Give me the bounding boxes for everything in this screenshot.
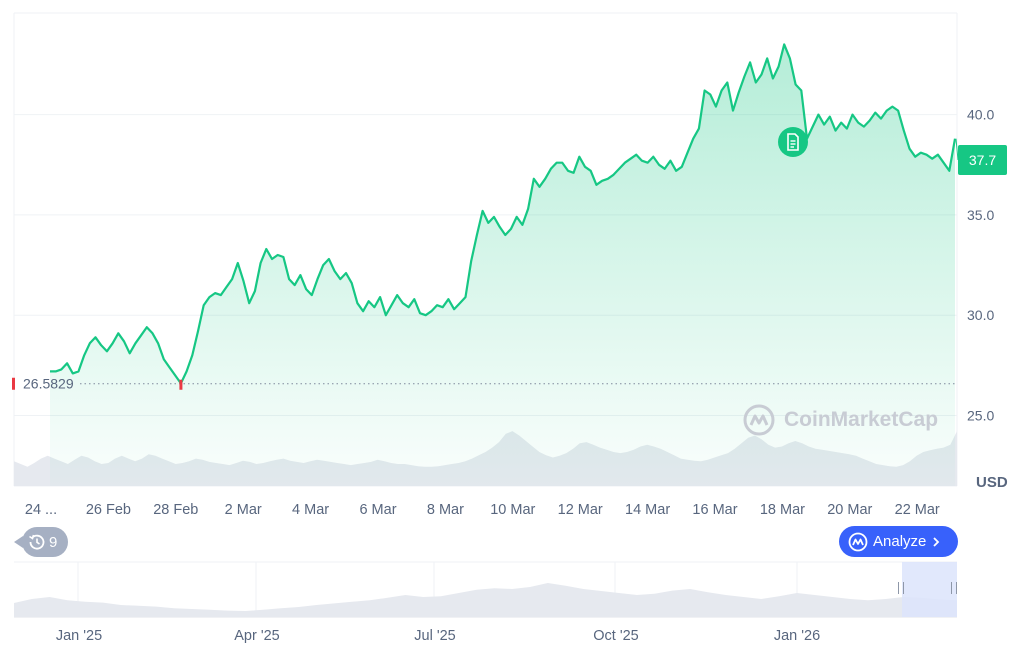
- navigator-tick-label: Jul '25: [414, 628, 455, 644]
- y-tick-label: 25.0: [967, 408, 994, 424]
- news-marker[interactable]: [778, 127, 808, 157]
- x-tick-label: 20 Mar: [827, 502, 872, 518]
- navigator-tick-label: Apr '25: [234, 628, 280, 644]
- watermark: CoinMarketCap: [742, 402, 938, 438]
- low-price-marker: [12, 377, 15, 390]
- coinmarketcap-logo-icon: [848, 532, 868, 551]
- navigator-area: [14, 583, 957, 617]
- last-price-connector: [955, 138, 959, 161]
- y-tick-label: 30.0: [967, 307, 994, 323]
- navigator-handle-left[interactable]: [898, 582, 904, 594]
- navigator-handle-right[interactable]: [951, 582, 957, 594]
- x-axis: 24 ... 26 Feb 28 Feb 2 Mar 4 Mar 6 Mar 8 Mar 10…: [25, 502, 940, 518]
- navigator-selection: [902, 562, 957, 617]
- price-line: [50, 43, 957, 385]
- last-price-badge: 37.7: [958, 145, 1007, 175]
- x-tick-label: 2 Mar: [225, 502, 262, 518]
- chevron-right-icon: [933, 536, 940, 547]
- y-axis: 40.0 35.0 30.0 25.0: [967, 107, 994, 424]
- low-price-label: 26.5829: [23, 376, 74, 392]
- navigator-tick-label: Jan '26: [774, 628, 820, 644]
- x-tick-label: 24 ...: [25, 502, 57, 518]
- y-tick-label: 35.0: [967, 207, 994, 223]
- x-tick-label: 22 Mar: [895, 502, 940, 518]
- history-icon: [29, 534, 45, 550]
- history-alerts-button[interactable]: 9: [14, 527, 68, 557]
- x-tick-label: 26 Feb: [86, 502, 131, 518]
- low-point-marker: [179, 379, 183, 390]
- watermark-text: CoinMarketCap: [784, 408, 939, 431]
- x-tick-label: 14 Mar: [625, 502, 670, 518]
- document-icon: [787, 133, 799, 151]
- alerts-count: 9: [49, 533, 58, 551]
- navigator-tick-label: Jan '25: [56, 628, 102, 644]
- price-area-fill: [50, 44, 955, 487]
- range-navigator[interactable]: Jan '25 Apr '25 Jul '25 Oct '25 Jan '26: [14, 561, 957, 644]
- analyze-label: Analyze: [873, 533, 927, 550]
- x-tick-label: 16 Mar: [692, 502, 737, 518]
- coinmarketcap-logo-icon: [743, 404, 775, 436]
- x-tick-label: 18 Mar: [760, 502, 805, 518]
- x-tick-label: 28 Feb: [153, 502, 198, 518]
- x-tick-label: 4 Mar: [292, 502, 329, 518]
- x-tick-label: 10 Mar: [490, 502, 535, 518]
- analyze-button[interactable]: Analyze: [839, 526, 958, 557]
- navigator-tick-label: Oct '25: [593, 628, 638, 644]
- x-tick-label: 8 Mar: [427, 502, 464, 518]
- x-tick-label: 12 Mar: [558, 502, 603, 518]
- currency-unit-label: USD: [976, 474, 1008, 491]
- price-area: [50, 43, 957, 487]
- x-tick-label: 6 Mar: [359, 502, 396, 518]
- y-tick-label: 40.0: [967, 107, 994, 123]
